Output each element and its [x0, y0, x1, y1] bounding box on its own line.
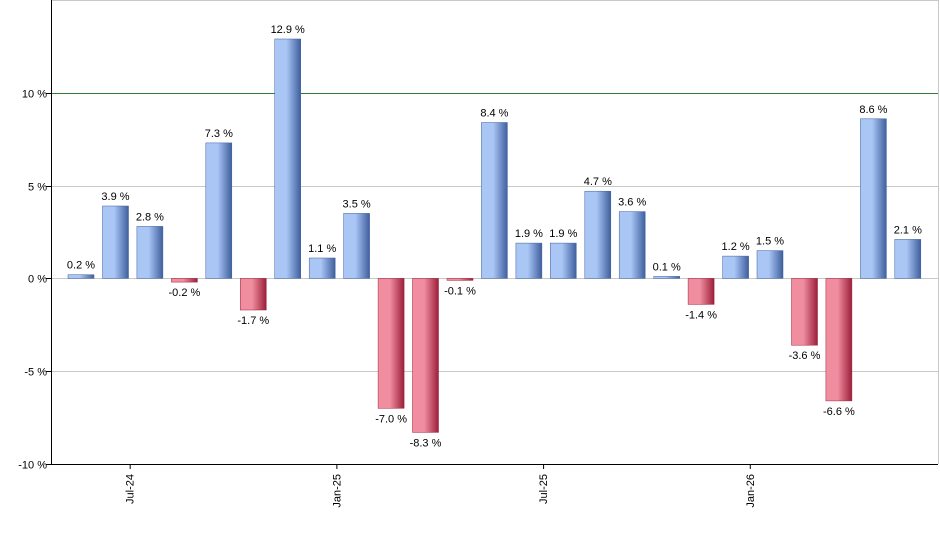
- y-tick-label: 5 %: [28, 182, 47, 194]
- bar: [67, 274, 95, 279]
- bar: [618, 211, 646, 279]
- data-label: 12.9 %: [271, 24, 305, 36]
- bar: [102, 205, 129, 279]
- bar: [240, 278, 267, 311]
- bar: [860, 118, 887, 279]
- data-label: 3.6 %: [618, 197, 646, 209]
- data-label: -6.6 %: [823, 406, 855, 418]
- data-label: 8.4 %: [480, 108, 508, 120]
- bar: [791, 278, 818, 346]
- data-label: 1.9 %: [515, 228, 543, 240]
- data-label: 1.1 %: [308, 243, 336, 255]
- bar: [653, 276, 680, 279]
- data-label: 0.1 %: [653, 261, 681, 273]
- data-label: 4.7 %: [584, 176, 612, 188]
- bar: [171, 278, 198, 283]
- data-label: 1.9 %: [549, 228, 577, 240]
- data-label: 7.3 %: [205, 128, 233, 140]
- data-label: -1.4 %: [685, 309, 717, 321]
- data-label: -7.0 %: [375, 413, 407, 425]
- bar: [481, 122, 508, 279]
- bar: [550, 242, 577, 279]
- bar: [825, 278, 853, 402]
- data-label: -8.3 %: [410, 437, 442, 449]
- x-tick-label: Jan-25: [331, 474, 343, 508]
- data-label: 3.5 %: [343, 198, 371, 210]
- bar: [136, 226, 164, 279]
- bar: [412, 278, 439, 433]
- bar: [756, 250, 784, 279]
- data-label: 8.6 %: [859, 104, 887, 116]
- y-tick-label: -5 %: [24, 367, 47, 379]
- data-label: 1.5 %: [756, 236, 784, 248]
- y-tick-label: -10 %: [18, 460, 47, 472]
- data-label: 1.2 %: [722, 241, 750, 253]
- y-tick-label: 0 %: [28, 274, 47, 286]
- y-tick-label: 10 %: [22, 89, 47, 101]
- bar: [446, 278, 474, 281]
- data-label: -0.2 %: [169, 287, 201, 299]
- bar: [205, 142, 233, 279]
- bar: [377, 278, 405, 409]
- data-label: 2.1 %: [894, 224, 922, 236]
- data-label: 0.2 %: [67, 260, 95, 272]
- x-tick-label: Jan-26: [745, 474, 757, 508]
- data-label: -1.7 %: [237, 315, 269, 327]
- bar: [722, 255, 749, 279]
- x-tick-label: Jul-25: [538, 474, 550, 504]
- bar: [584, 190, 612, 279]
- data-label: 3.9 %: [101, 191, 129, 203]
- axes: -10 % -5 % 0 % 5 % 10 % Jul-24 Jan-25 Jul-25 Jan…: [18, 0, 938, 508]
- data-label: -3.6 %: [789, 350, 821, 362]
- x-tick-label: Jul-24: [125, 474, 137, 504]
- bar: [515, 242, 543, 279]
- data-label: 2.8 %: [136, 211, 164, 223]
- data-label: -0.1 %: [444, 285, 476, 297]
- bar: [687, 278, 715, 305]
- bar: [308, 257, 336, 279]
- bars: [67, 38, 922, 433]
- bar: [274, 38, 301, 279]
- bar: [343, 213, 370, 279]
- data-labels: 0.2 % 3.9 % 2.8 % -0.2 % 7.3 % -1.7 % 12.9 % 1.…: [67, 24, 922, 449]
- bar: [894, 239, 922, 279]
